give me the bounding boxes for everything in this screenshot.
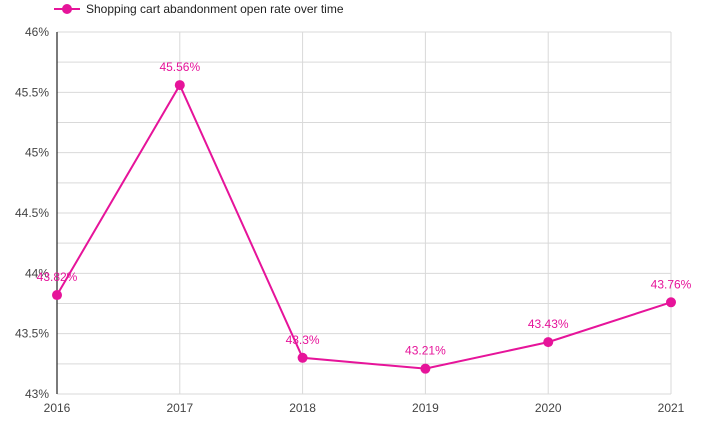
data-label: 43.43%	[528, 317, 569, 331]
data-point	[420, 363, 431, 374]
data-label: 43.3%	[286, 333, 320, 347]
x-tick-label: 2020	[535, 401, 562, 415]
legend-marker-icon	[54, 2, 80, 16]
x-tick-label: 2019	[412, 401, 439, 415]
data-point	[52, 290, 62, 301]
y-tick-label: 43%	[25, 387, 49, 401]
series-line	[56, 82, 672, 370]
data-label: 43.76%	[651, 277, 692, 291]
y-tick-label: 43.5%	[15, 327, 49, 341]
y-tick-label: 46%	[25, 25, 49, 39]
y-tick-label: 45%	[25, 146, 49, 160]
legend: Shopping cart abandonment open rate over…	[54, 2, 344, 16]
x-tick-label: 2018	[289, 401, 316, 415]
legend-label: Shopping cart abandonment open rate over…	[86, 2, 344, 16]
x-tick-label: 2017	[166, 401, 193, 415]
data-point	[297, 352, 308, 363]
data-label: 45.56%	[159, 60, 200, 74]
x-tick-label: 2021	[658, 401, 685, 415]
data-label: 43.21%	[405, 344, 446, 358]
y-tick-label: 44.5%	[15, 206, 49, 220]
x-tick-label: 2016	[44, 401, 71, 415]
data-point	[666, 297, 676, 308]
data-label: 43.82%	[37, 270, 78, 284]
data-point	[543, 337, 554, 348]
y-tick-label: 45.5%	[15, 85, 49, 99]
data-point	[174, 80, 185, 91]
y-tick-label: 44%	[25, 266, 49, 280]
